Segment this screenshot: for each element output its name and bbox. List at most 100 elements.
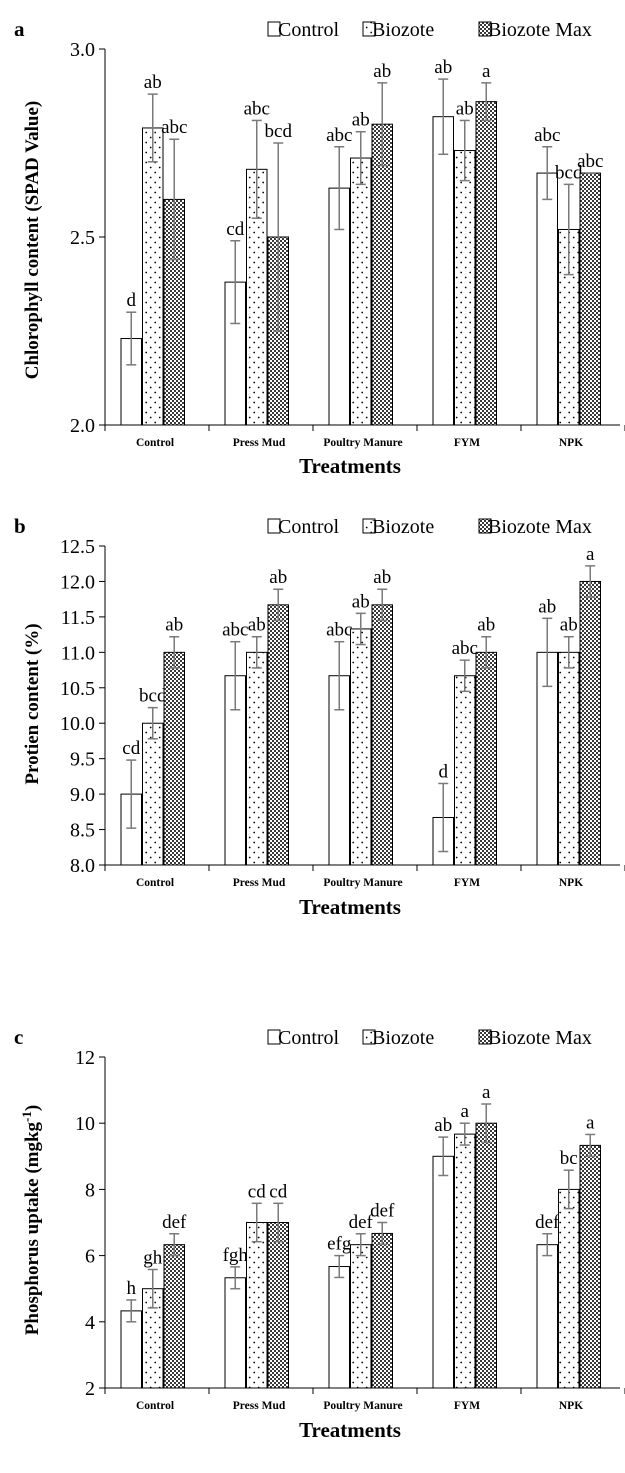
bar-dots bbox=[454, 1133, 476, 1389]
x-tick-label: Control bbox=[136, 437, 174, 449]
legend-swatch-checker bbox=[478, 1029, 492, 1045]
bar-checker bbox=[579, 172, 601, 426]
significance-label: abc bbox=[326, 620, 352, 641]
significance-label: ab bbox=[144, 72, 162, 93]
legend-entry: Biozote bbox=[372, 19, 434, 41]
y-tick-label: 12 bbox=[75, 1047, 95, 1069]
panel-letter: a bbox=[14, 17, 25, 41]
significance-label: bc bbox=[560, 1148, 578, 1169]
significance-label: d bbox=[127, 290, 137, 311]
significance-label: cd bbox=[122, 738, 140, 759]
y-tick-label: 9.0 bbox=[70, 784, 95, 806]
y-tick-label: 11.0 bbox=[61, 642, 95, 664]
significance-label: ab bbox=[560, 615, 578, 636]
y-tick-label: 2 bbox=[85, 1378, 95, 1400]
legend-entry: Control bbox=[278, 19, 340, 41]
significance-label: abc bbox=[161, 117, 187, 138]
y-tick-label: 2.5 bbox=[70, 227, 95, 249]
significance-label: fgh bbox=[223, 1245, 249, 1266]
y-tick-label: 11.5 bbox=[61, 607, 95, 629]
bar-dots bbox=[350, 628, 372, 866]
significance-label: efg bbox=[327, 1234, 352, 1255]
significance-label: def bbox=[535, 1212, 560, 1233]
legend-entry: Control bbox=[278, 516, 340, 538]
y-axis-title: Protien content (%) bbox=[22, 623, 43, 784]
bar-checker bbox=[371, 123, 393, 426]
significance-label: ab bbox=[269, 567, 287, 588]
y-tick-label: 10.0 bbox=[60, 713, 95, 735]
legend-swatch-plain bbox=[267, 518, 281, 534]
legend-swatch-dots bbox=[362, 518, 376, 534]
bar-dots bbox=[558, 1188, 580, 1389]
bar-dots bbox=[350, 157, 372, 426]
bar-checker bbox=[475, 651, 497, 866]
y-tick-label: 9.5 bbox=[70, 749, 95, 771]
significance-label: ab bbox=[434, 57, 452, 78]
legend-swatch-dots bbox=[362, 21, 376, 37]
bar-plain bbox=[328, 1266, 350, 1389]
x-tick-label: Press Mud bbox=[233, 437, 286, 449]
bar-dots bbox=[246, 1222, 268, 1389]
x-tick-label: NPK bbox=[559, 1400, 583, 1412]
y-tick-label: 2.0 bbox=[70, 415, 95, 437]
x-tick-label: FYM bbox=[454, 1400, 480, 1412]
legend-entry: Biozote bbox=[372, 1027, 434, 1049]
bar-plain bbox=[432, 116, 454, 426]
y-tick-label: 10.5 bbox=[60, 678, 95, 700]
y-tick-label: 3.0 bbox=[70, 39, 95, 61]
y-tick-label: 4 bbox=[85, 1312, 95, 1334]
bar-dots bbox=[142, 127, 164, 426]
significance-label: def bbox=[162, 1212, 187, 1233]
x-tick-label: Poultry Manure bbox=[323, 877, 402, 889]
chart-panel-c: c Control Biozote Biozote Max 2 4 6 8 10 12 hgh def… bbox=[14, 1025, 625, 1442]
bar-dots bbox=[350, 1244, 372, 1389]
bar-dots bbox=[454, 675, 476, 866]
legend-entry: Biozote Max bbox=[488, 516, 592, 538]
significance-label: ab bbox=[352, 591, 370, 612]
significance-label: bcd bbox=[555, 162, 583, 183]
x-tick-label: Control bbox=[136, 877, 174, 889]
bar-checker bbox=[371, 604, 393, 866]
significance-label: abc bbox=[244, 98, 270, 119]
bar-checker bbox=[475, 101, 497, 426]
bar-checker bbox=[163, 1244, 185, 1389]
x-axis-title: Treatments bbox=[299, 895, 401, 919]
y-tick-label: 8 bbox=[85, 1179, 95, 1201]
bar-checker bbox=[579, 1144, 601, 1389]
legend-entry: Biozote bbox=[372, 516, 434, 538]
significance-label: abc bbox=[452, 638, 478, 659]
legend-swatch-dots bbox=[362, 1029, 376, 1045]
legend-swatch-plain bbox=[267, 21, 281, 37]
panel-letter: b bbox=[14, 514, 26, 538]
significance-label: ab bbox=[165, 615, 183, 636]
bar-dots bbox=[558, 651, 580, 866]
x-tick-label: FYM bbox=[454, 877, 480, 889]
significance-label: a bbox=[586, 544, 595, 565]
significance-label: cd bbox=[226, 219, 244, 240]
significance-label: ab bbox=[456, 98, 474, 119]
significance-label: abc bbox=[534, 125, 560, 146]
x-tick-label: Poultry Manure bbox=[323, 1400, 402, 1412]
bar-checker bbox=[371, 1232, 393, 1389]
significance-label: ab bbox=[538, 596, 556, 617]
legend-swatch-checker bbox=[478, 21, 492, 37]
bar-checker bbox=[267, 604, 289, 866]
legend-swatch-plain bbox=[267, 1029, 281, 1045]
significance-label: a bbox=[482, 1082, 491, 1103]
panel-letter: c bbox=[14, 1025, 23, 1049]
x-tick-label: NPK bbox=[559, 437, 583, 449]
significance-label: ab bbox=[477, 615, 495, 636]
bar-plain bbox=[224, 1277, 246, 1389]
legend-entry: Control bbox=[278, 1027, 340, 1049]
significance-label: bcd bbox=[139, 686, 167, 707]
significance-label: cd bbox=[269, 1181, 287, 1202]
y-tick-label: 8.0 bbox=[70, 855, 95, 877]
bar-dots bbox=[454, 150, 476, 426]
bar-dots bbox=[142, 722, 164, 866]
significance-label: bcd bbox=[265, 121, 293, 142]
legend-swatch-checker bbox=[478, 518, 492, 534]
significance-label: ab bbox=[352, 110, 370, 131]
significance-label: a bbox=[461, 1101, 470, 1122]
y-tick-label: 12.5 bbox=[60, 536, 95, 558]
